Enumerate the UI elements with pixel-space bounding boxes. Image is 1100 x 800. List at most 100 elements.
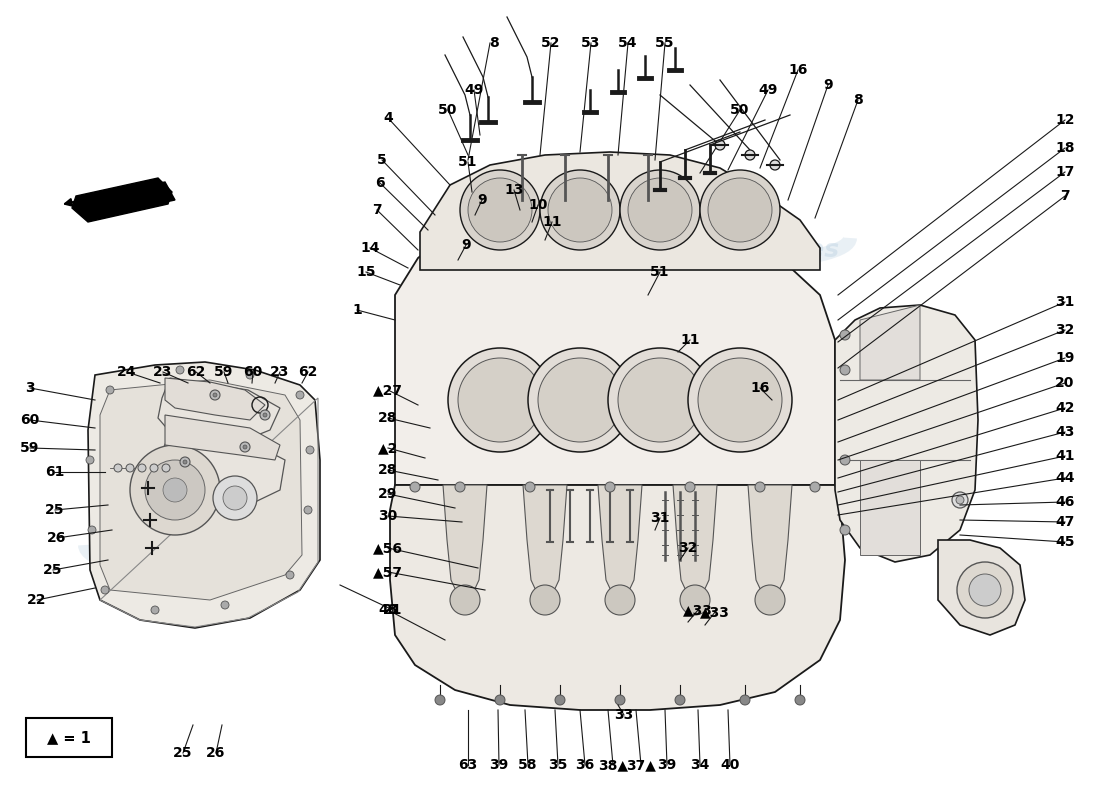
Text: 50: 50 [438,103,458,117]
Text: ▲57: ▲57 [373,565,403,579]
Circle shape [528,348,632,452]
Text: 16: 16 [750,381,770,395]
Circle shape [688,348,792,452]
Text: 9: 9 [461,238,471,252]
Circle shape [130,445,220,535]
Text: 21: 21 [383,603,403,617]
Text: 15: 15 [356,265,376,279]
Text: 1: 1 [352,303,362,317]
Text: 22: 22 [28,593,46,607]
Text: 6: 6 [375,176,385,190]
Text: 28: 28 [378,463,398,477]
Text: ▲ = 1: ▲ = 1 [47,730,91,746]
Circle shape [243,445,248,449]
Circle shape [715,140,725,150]
Polygon shape [158,378,280,440]
Text: eurospares: eurospares [494,575,686,605]
Text: 20: 20 [1055,376,1075,390]
Polygon shape [420,152,820,270]
Circle shape [223,486,248,510]
Circle shape [740,695,750,705]
Text: 11: 11 [680,333,700,347]
Circle shape [263,413,267,417]
Text: eurospares: eurospares [94,543,286,573]
Text: 61: 61 [45,465,65,479]
Polygon shape [72,178,172,222]
Text: 7: 7 [372,203,382,217]
Text: 50: 50 [730,103,750,117]
Text: 7: 7 [1060,189,1070,203]
Circle shape [183,460,187,464]
Text: 47: 47 [1055,515,1075,529]
Circle shape [952,492,968,508]
Circle shape [840,455,850,465]
Text: 44: 44 [1055,471,1075,485]
Circle shape [680,585,710,615]
Polygon shape [598,485,642,610]
Text: 5: 5 [377,153,387,167]
Text: 4: 4 [383,111,393,125]
Circle shape [150,464,158,472]
Text: 36: 36 [575,758,595,772]
Polygon shape [443,485,487,610]
Circle shape [795,695,805,705]
Circle shape [956,496,964,504]
Text: 11: 11 [542,215,562,229]
Circle shape [286,571,294,579]
Circle shape [755,482,764,492]
Circle shape [605,482,615,492]
Circle shape [840,330,850,340]
Text: 60: 60 [21,413,40,427]
Text: 8: 8 [490,36,499,50]
Text: 48: 48 [378,603,398,617]
Polygon shape [165,378,265,420]
Text: 9: 9 [477,193,487,207]
Text: 26: 26 [207,746,226,760]
Circle shape [180,457,190,467]
Text: 28: 28 [378,411,398,425]
Text: 59: 59 [20,441,40,455]
Text: 37▲: 37▲ [626,758,656,772]
Text: 32: 32 [1055,323,1075,337]
Polygon shape [78,182,175,218]
Text: 45: 45 [1055,535,1075,549]
Circle shape [468,178,532,242]
Text: 62: 62 [298,365,318,379]
Circle shape [221,601,229,609]
Text: 49: 49 [464,83,484,97]
Circle shape [296,391,304,399]
Text: 24: 24 [118,365,136,379]
Circle shape [556,695,565,705]
Circle shape [618,358,702,442]
Text: 52: 52 [541,36,561,50]
Text: 63: 63 [459,758,477,772]
Circle shape [495,695,505,705]
Text: ▲56: ▲56 [373,541,403,555]
Text: 14: 14 [361,241,379,255]
Circle shape [969,574,1001,606]
Text: 62: 62 [186,365,206,379]
Text: 39: 39 [658,758,676,772]
Circle shape [700,170,780,250]
Text: 55: 55 [656,36,674,50]
Polygon shape [938,540,1025,635]
Text: 31: 31 [1055,295,1075,309]
Text: 43: 43 [1055,425,1075,439]
Circle shape [840,525,850,535]
Circle shape [620,170,700,250]
Text: ▲33: ▲33 [700,605,730,619]
Text: 54: 54 [618,36,638,50]
Text: eurospares: eurospares [681,238,839,262]
Text: 46: 46 [1055,495,1075,509]
Text: 13: 13 [504,183,524,197]
Text: 59: 59 [214,365,233,379]
Text: 51: 51 [459,155,477,169]
Circle shape [213,393,217,397]
Text: ▲2: ▲2 [377,441,398,455]
Text: 31: 31 [650,511,670,525]
Text: 25: 25 [174,746,192,760]
Text: 42: 42 [1055,401,1075,415]
Text: 32: 32 [679,541,697,555]
Text: 16: 16 [789,63,807,77]
Circle shape [458,358,542,442]
